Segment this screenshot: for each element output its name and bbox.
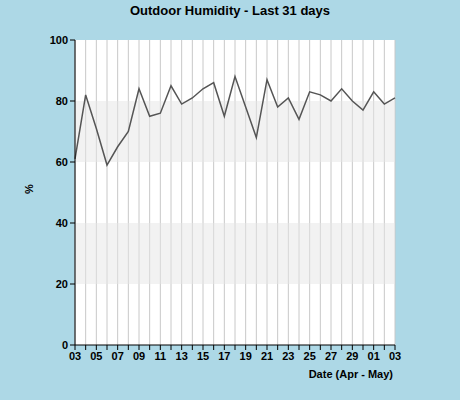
svg-text:20: 20 (56, 278, 68, 290)
svg-text:17: 17 (218, 350, 230, 362)
html-text:Outdoor Humidity - Last 31 day: Outdoor Humidity - Last 31 days (130, 3, 330, 18)
svg-text:13: 13 (176, 350, 188, 362)
html-text:Date (Apr - May): Date (Apr - May) (308, 368, 393, 380)
svg-text:01: 01 (368, 350, 380, 362)
svg-text:21: 21 (261, 350, 273, 362)
svg-text:0: 0 (62, 339, 68, 351)
svg-text:03: 03 (389, 350, 401, 362)
svg-text:19: 19 (240, 350, 252, 362)
svg-text:27: 27 (325, 350, 337, 362)
svg-text:100: 100 (50, 34, 68, 46)
svg-text:80: 80 (56, 95, 68, 107)
svg-text:23: 23 (282, 350, 294, 362)
svg-text:11: 11 (155, 350, 167, 362)
svg-text:25: 25 (304, 350, 316, 362)
svg-text:60: 60 (56, 156, 68, 168)
svg-text:29: 29 (346, 350, 358, 362)
svg-text:15: 15 (197, 350, 209, 362)
svg-text:03: 03 (69, 350, 81, 362)
svg-text:09: 09 (133, 350, 145, 362)
svg-text:07: 07 (112, 350, 124, 362)
svg-text:05: 05 (90, 350, 102, 362)
svg-text:40: 40 (56, 217, 68, 229)
